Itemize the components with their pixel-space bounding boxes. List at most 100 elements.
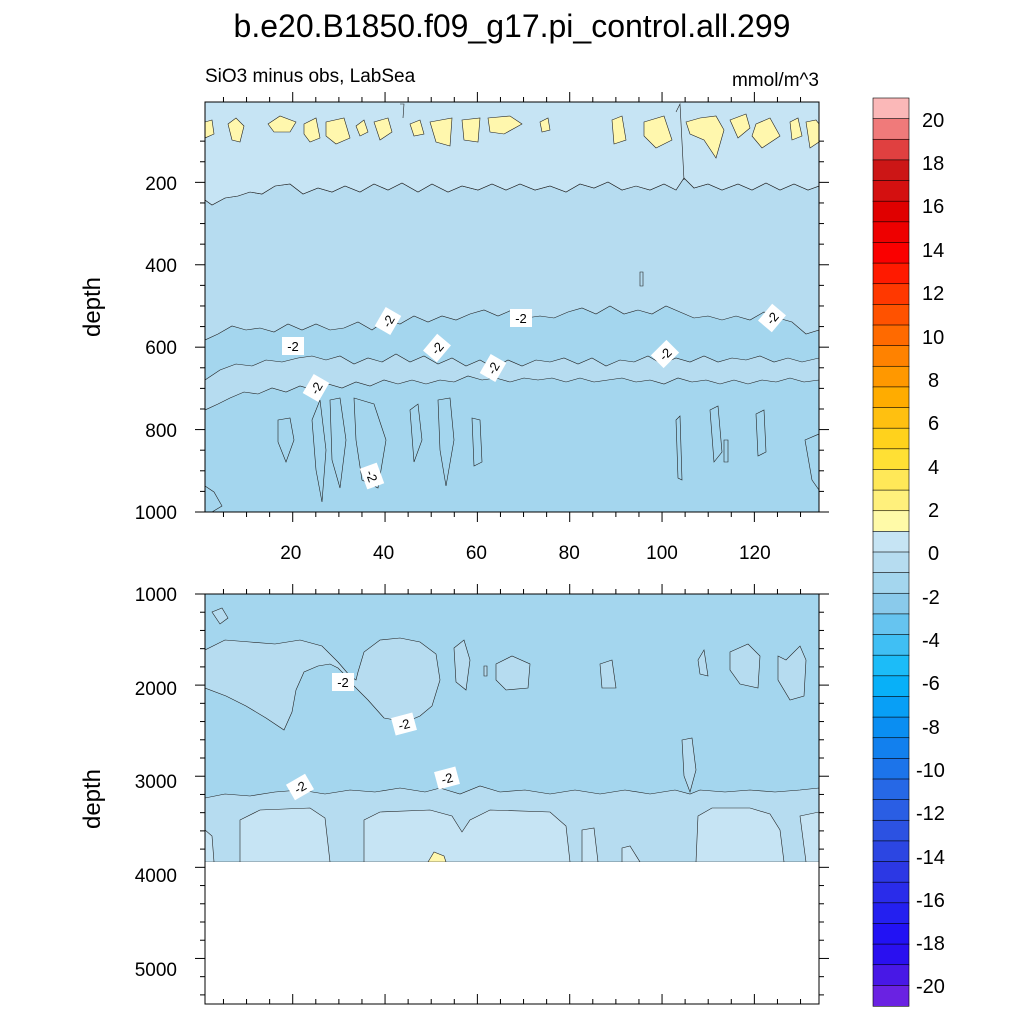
colorbar-label: 16 — [922, 196, 944, 218]
colorbar-swatch — [872, 365, 910, 388]
colorbar-swatch — [872, 138, 910, 161]
colorbar-swatch — [872, 180, 910, 202]
colorbar-swatch — [872, 283, 910, 305]
contour-label-bg — [434, 766, 460, 790]
colorbar-label: -4 — [922, 630, 940, 652]
y-tick-label: 1000 — [135, 503, 177, 524]
lower-fill-m2m1-patches — [205, 607, 807, 793]
contour-label-bg — [391, 712, 417, 736]
colorbar-swatch — [872, 304, 910, 326]
colorbar-swatch — [872, 551, 910, 574]
colorbar-label: 0 — [928, 543, 939, 565]
chart-title: b.e20.B1850.f09_g17.pi_control.all.299 — [234, 8, 791, 44]
x-tick-label: 80 — [559, 543, 580, 564]
colorbar-label: -8 — [922, 717, 940, 739]
upper-fill-0-2-patches — [205, 113, 819, 159]
lower-y-tick-labels: 1000 2000 3000 4000 5000 — [135, 585, 177, 981]
colorbar-label: -6 — [922, 673, 940, 695]
colorbar-label: -20 — [916, 976, 945, 998]
y-tick-label: 1000 — [135, 585, 177, 606]
colorbar-labels: 20 18 16 14 12 10 8 6 4 2 0 -2 -4 -6 -8 … — [916, 110, 945, 998]
upper-x-tick-labels: 20 40 60 80 100 120 — [280, 543, 770, 564]
lower-y-axis-label: depth — [79, 769, 106, 829]
contour-label-bg — [423, 333, 451, 363]
colorbar-swatch — [872, 654, 910, 677]
colorbar-label: 20 — [922, 110, 944, 132]
lower-panel: -2 -2 -2 -2 1000 2000 3000 4000 5000 dep… — [79, 584, 829, 1005]
colorbar-swatch — [872, 531, 910, 553]
colorbar-swatch — [872, 964, 910, 986]
y-tick-label: 4000 — [135, 866, 177, 887]
colorbar-label: -2 — [922, 587, 940, 609]
left-subtitle: SiO3 minus obs, LabSea — [205, 66, 416, 87]
upper-axis-ticks — [195, 92, 829, 522]
upper-contour-fill — [205, 102, 819, 512]
lower-contour-fill — [205, 594, 819, 1004]
x-tick-label: 40 — [373, 543, 394, 564]
contour-label-bg — [285, 773, 315, 801]
colorbar-label: -10 — [916, 760, 945, 782]
colorbar-swatch — [872, 799, 910, 821]
lower-plot-frame — [204, 593, 820, 1005]
colorbar-swatch — [872, 469, 910, 491]
contour-label-bg — [282, 337, 304, 355]
x-tick-label: 100 — [646, 543, 678, 564]
y-tick-label: 400 — [145, 256, 177, 277]
contour-label: -2 — [397, 716, 412, 733]
colorbar-swatch — [872, 200, 910, 223]
colorbar: 20 18 16 14 12 10 8 6 4 2 0 -2 -4 -6 -8 … — [872, 97, 945, 1007]
colorbar-label: -14 — [916, 847, 945, 869]
colorbar-swatch — [872, 221, 910, 244]
upper-plot-frame — [204, 101, 820, 513]
colorbar-swatch — [872, 97, 910, 120]
colorbar-label: -18 — [916, 933, 945, 955]
colorbar-swatch — [872, 572, 910, 594]
upper-contour-lines — [205, 102, 819, 512]
x-tick-label: 60 — [466, 543, 487, 564]
colorbar-label: 4 — [928, 457, 939, 479]
colorbar-label: 10 — [922, 327, 944, 349]
colorbar-swatch — [872, 345, 910, 367]
colorbar-swatch — [872, 923, 910, 945]
lower-missing-region — [205, 862, 819, 1004]
colorbar-swatch — [872, 324, 910, 347]
upper-panel: -2 -2 -2 -2 -2 -2 -2 -2 -2 20 40 60 80 1… — [79, 92, 829, 564]
contour-label: -2 — [440, 770, 455, 787]
colorbar-swatch — [872, 118, 910, 140]
contour-label: -2 — [337, 675, 349, 690]
colorbar-swatch — [872, 902, 910, 925]
colorbar-swatch — [872, 881, 910, 904]
contour-label-bg — [359, 462, 385, 490]
colorbar-swatch — [872, 758, 910, 780]
colorbar-label: 2 — [928, 500, 939, 522]
y-tick-label: 600 — [145, 338, 177, 359]
colorbar-label: -12 — [916, 803, 945, 825]
colorbar-swatch — [872, 242, 910, 264]
colorbar-label: 8 — [928, 370, 939, 392]
colorbar-swatch — [872, 489, 910, 512]
colorbar-swatch — [872, 737, 910, 759]
colorbar-label: 12 — [922, 283, 944, 305]
colorbar-swatch — [872, 592, 910, 615]
colorbar-swatch — [872, 819, 910, 842]
colorbar-swatch — [872, 407, 910, 429]
colorbar-swatch — [872, 159, 910, 182]
colorbar-label: 18 — [922, 153, 944, 175]
contour-label-bg — [650, 339, 680, 369]
x-tick-label: 120 — [739, 543, 771, 564]
colorbar-label: 14 — [922, 240, 944, 262]
y-tick-label: 2000 — [135, 679, 177, 700]
contour-label: -2 — [363, 468, 381, 484]
upper-fill-m2m1-lower — [205, 353, 819, 411]
contour-label-bg — [302, 373, 330, 403]
colorbar-swatch — [872, 840, 910, 863]
colorbar-swatch — [872, 613, 910, 636]
contour-label-bg — [510, 309, 532, 327]
lower-fill-m1-0-patches — [205, 807, 819, 863]
colorbar-swatch — [872, 448, 910, 471]
colorbar-swatches — [872, 97, 910, 1007]
y-tick-label: 200 — [145, 174, 177, 195]
colorbar-swatch — [872, 510, 910, 532]
colorbar-label: 6 — [928, 413, 939, 435]
